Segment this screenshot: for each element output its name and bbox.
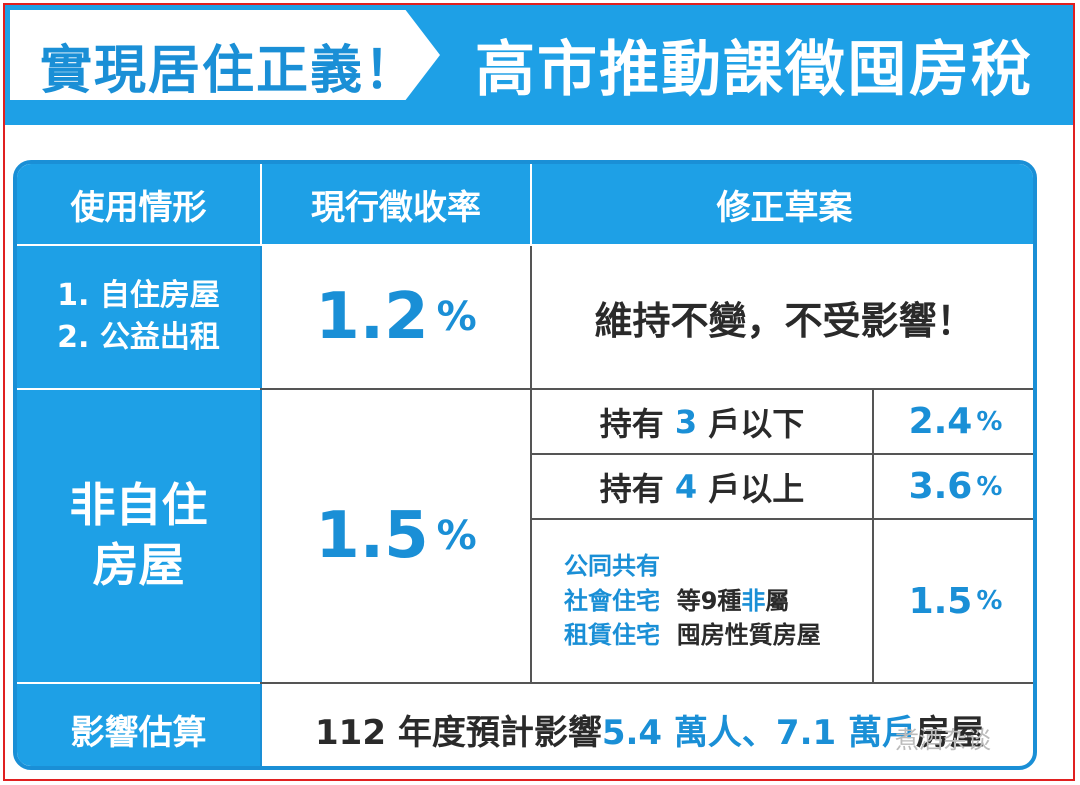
sub-count: 4 <box>674 467 698 506</box>
col-header-current-rate: 現行徵收率 <box>262 164 530 244</box>
sub-text: 戶以上 <box>708 469 805 508</box>
exempt-line-3: 租賃住宅 囤房性質房屋 <box>564 618 821 653</box>
header-right-title: 高市推動課徵囤房稅 <box>475 35 1033 105</box>
rate-value: 1.5 <box>908 580 973 622</box>
exempt-rental-housing: 租賃住宅 <box>564 621 660 650</box>
usage-line-2: 2. 公益出租 <box>57 320 220 355</box>
rate-value: 1.2 <box>315 280 429 354</box>
exempt-count-text: 等9種 <box>676 586 742 615</box>
sub-row-4-or-more: 持有 4 戶以上 <box>532 455 872 518</box>
rate-value: 1.5 <box>315 499 429 573</box>
percent-sign: % <box>976 406 1003 437</box>
percent-sign: % <box>436 513 477 559</box>
divider <box>260 388 1033 390</box>
current-rate-non-self: 1.5% <box>262 390 530 682</box>
percent-sign: % <box>976 586 1003 616</box>
sub-text: 持有 <box>599 469 664 508</box>
usage-self-occupied: 1. 自住房屋 2. 公益出租 <box>17 246 260 388</box>
exempt-nature-text: 囤房性質房屋 <box>676 621 821 650</box>
col-header-proposal: 修正草案 <box>532 164 1033 244</box>
sub-row-exempt-categories: 公同共有 社會住宅 等9種非屬 租賃住宅 囤房性質房屋 <box>532 520 872 682</box>
divider <box>872 390 874 682</box>
rate-value: 2.4 <box>908 401 973 442</box>
impact-text: 房屋 <box>915 712 984 753</box>
rate-4-or-more: 3.6% <box>874 455 1033 518</box>
impact-estimate-label: 影響估算 <box>17 684 260 766</box>
divider <box>17 682 260 684</box>
exempt-line-1: 公同共有 <box>564 551 660 580</box>
usage-line-1: 1. 自住房屋 <box>57 278 220 313</box>
impact-estimate-text: 112 年度預計影響 5.4 萬人、 7.1 萬戶 房屋 <box>262 684 1033 766</box>
exempt-non-text: 非 <box>741 586 766 615</box>
header-left-arrow-box: 實現居住正義！ <box>10 10 440 100</box>
divider <box>530 453 1033 455</box>
exempt-belong-text: 屬 <box>765 586 790 615</box>
sub-count: 3 <box>674 402 698 441</box>
col-header-usage: 使用情形 <box>17 164 260 244</box>
sub-text: 戶以下 <box>708 404 805 443</box>
divider <box>260 682 1033 684</box>
divider <box>530 246 532 684</box>
header-left-title: 實現居住正義！ <box>40 41 419 101</box>
rate-3-or-fewer: 2.4% <box>874 390 1033 453</box>
percent-sign: % <box>976 471 1003 502</box>
red-outline-frame <box>3 3 1075 781</box>
impact-households: 7.1 萬戶 <box>775 712 916 753</box>
percent-sign: % <box>436 294 477 340</box>
divider <box>260 246 262 766</box>
exempt-line-2: 社會住宅 等9種非屬 <box>564 584 789 619</box>
header-banner: 實現居住正義！ 高市推動課徵囤房稅 <box>5 5 1073 125</box>
rate-value: 3.6 <box>908 466 973 507</box>
proposal-self: 維持不變，不受影響！ <box>594 298 975 343</box>
usage-non-self-line-1: 非自住 <box>69 478 208 533</box>
usage-non-self-line-2: 房屋 <box>92 538 185 592</box>
impact-people: 5.4 萬人 <box>601 712 742 753</box>
divider <box>530 518 1033 520</box>
exempt-social-housing: 社會住宅 <box>564 586 660 615</box>
impact-separator: 、 <box>741 712 776 753</box>
impact-text: 112 年度預計影響 <box>315 712 602 753</box>
current-rate-self: 1.2% <box>262 246 530 388</box>
divider <box>17 388 260 390</box>
sub-text: 持有 <box>599 404 664 443</box>
rate-exempt-categories: 1.5% <box>874 520 1033 682</box>
sub-row-3-or-fewer: 持有 3 戶以下 <box>532 390 872 453</box>
tax-table: 使用情形 現行徵收率 修正草案 1. 自住房屋 2. 公益出租 非自住 房屋 影… <box>13 160 1037 770</box>
usage-non-self-occupied: 非自住 房屋 <box>17 390 260 682</box>
watermark: 煮酒杂谈 <box>895 726 991 754</box>
